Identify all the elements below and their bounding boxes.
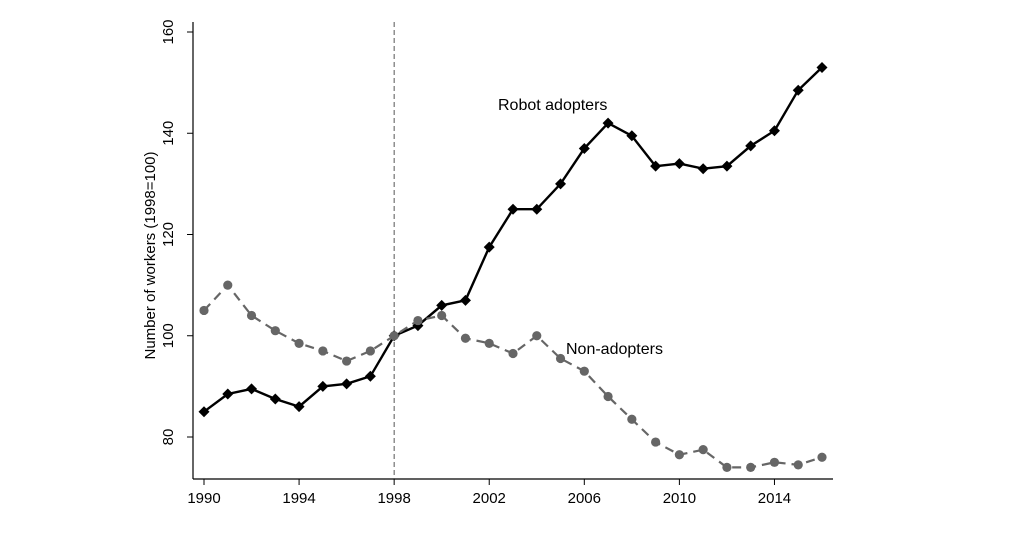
data-point-circle [270, 326, 280, 336]
data-point-diamond [246, 383, 258, 395]
data-point-circle [769, 457, 780, 467]
data-point-circle [627, 414, 637, 424]
data-point-circle [318, 346, 328, 356]
data-point-circle [389, 331, 399, 341]
data-point-circle [651, 437, 661, 447]
data-point-diamond [602, 117, 614, 129]
data-point-diamond [341, 378, 353, 390]
series-layer [198, 61, 828, 472]
data-point-diamond [293, 401, 305, 413]
data-point-diamond [459, 294, 471, 306]
series-line [203, 283, 823, 469]
data-point-diamond [222, 388, 234, 400]
data-point-circle [365, 346, 375, 356]
data-point-circle [508, 348, 518, 359]
y-tick-label: 100 [160, 323, 177, 348]
series-label-non-adopters: Non-adopters [566, 341, 663, 358]
axes: 80 100 120 140 160 1990 1994 1998 2002 2006 2010 20… [142, 19, 833, 507]
data-point-circle [532, 331, 542, 341]
data-point-diamond [816, 61, 828, 73]
data-point-diamond [364, 370, 376, 382]
x-tick-label: 2010 [663, 490, 696, 507]
data-point-circle [674, 450, 684, 460]
data-point-circle [413, 315, 423, 326]
data-point-circle [246, 310, 257, 321]
data-point-diamond [555, 178, 567, 190]
data-point-diamond [578, 142, 590, 154]
data-point-circle [579, 366, 589, 376]
data-point-circle [793, 460, 803, 470]
data-point-circle [460, 333, 471, 343]
data-point-diamond [697, 163, 709, 175]
data-point-circle [437, 310, 447, 321]
x-tick-label: 2002 [473, 490, 506, 507]
data-point-circle [484, 338, 494, 348]
series-label-robot-adopters: Robot adopters [498, 97, 607, 114]
data-point-diamond [507, 203, 519, 215]
y-axis-title: Number of workers (1998=100) [142, 151, 159, 359]
data-point-circle [199, 305, 209, 316]
series-robot-adopters [198, 61, 828, 418]
data-point-diamond [792, 84, 804, 96]
data-point-diamond [483, 241, 495, 253]
x-tick-label: 2014 [758, 490, 791, 507]
data-point-circle [603, 391, 613, 402]
data-point-diamond [531, 203, 543, 215]
data-point-diamond [721, 160, 733, 172]
data-point-circle [342, 356, 352, 366]
data-point-circle [698, 445, 708, 455]
data-point-diamond [198, 406, 210, 418]
label-layer: Robot adopters Non-adopters [498, 97, 663, 358]
data-point-diamond [436, 299, 448, 311]
series-non-adopters [199, 280, 827, 472]
x-tick-label: 2006 [568, 490, 601, 507]
x-tick-label: 1994 [282, 490, 315, 507]
data-point-circle [817, 452, 827, 462]
series-line [203, 66, 823, 413]
data-point-diamond [673, 158, 685, 170]
y-tick-label: 80 [160, 429, 177, 446]
data-point-circle [223, 280, 233, 290]
y-tick-label: 140 [160, 121, 177, 146]
data-point-diamond [269, 393, 281, 405]
x-tick-label: 1990 [187, 490, 220, 507]
data-point-diamond [745, 140, 757, 152]
data-point-diamond [768, 125, 780, 137]
data-point-circle [722, 462, 732, 472]
y-tick-label: 160 [160, 19, 177, 44]
data-point-circle [746, 462, 756, 472]
data-point-diamond [317, 380, 329, 392]
data-point-diamond [650, 160, 662, 172]
data-point-diamond [626, 130, 638, 142]
y-tick-label: 120 [160, 222, 177, 247]
x-tick-label: 1998 [377, 490, 410, 507]
data-point-circle [555, 353, 566, 364]
data-point-circle [294, 338, 304, 348]
